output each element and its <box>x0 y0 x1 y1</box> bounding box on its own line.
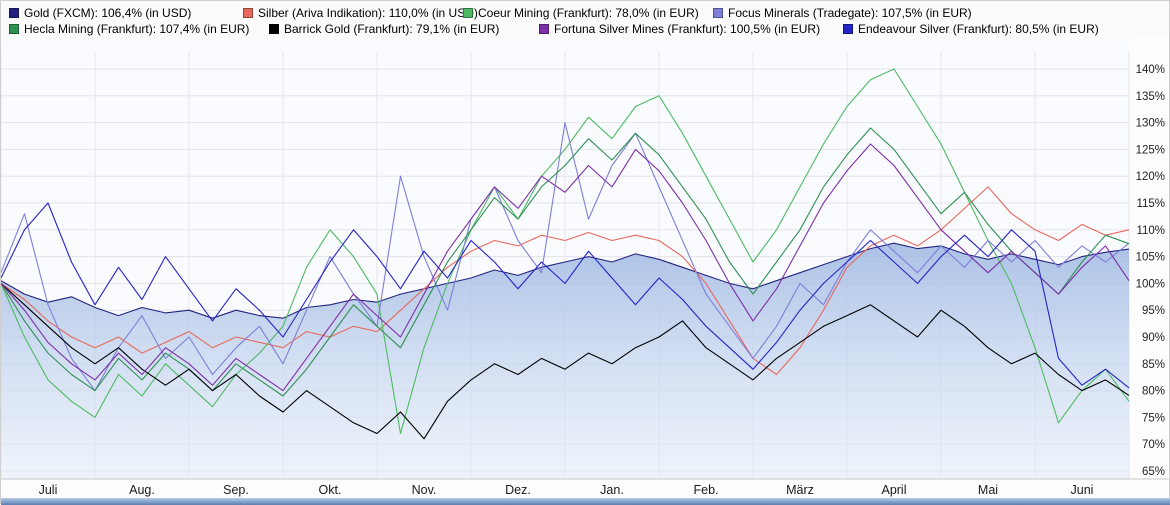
legend-item-silber: Silber (Ariva Indikation): 110,0% (in US… <box>243 5 478 20</box>
svg-text:März: März <box>786 483 814 497</box>
legend-label: Barrick Gold (Frankfurt): 79,1% (in EUR) <box>284 21 500 36</box>
svg-text:Mai: Mai <box>978 483 998 497</box>
legend-item-hecla-mining: Hecla Mining (Frankfurt): 107,4% (in EUR… <box>9 21 250 36</box>
svg-text:120%: 120% <box>1136 171 1165 183</box>
svg-text:Dez.: Dez. <box>505 483 531 497</box>
svg-text:110%: 110% <box>1136 225 1165 237</box>
barrick-series-swatch-icon <box>269 23 279 34</box>
legend-item-barrick-gold: Barrick Gold (Frankfurt): 79,1% (in EUR) <box>269 21 500 36</box>
price-chart-svg[interactable]: Juli Aug. Sep. Okt. Nov. Dez. Jan. Feb. März Apri… <box>1 37 1170 505</box>
focus-series-swatch-icon <box>713 7 723 18</box>
legend-label: Silber (Ariva Indikation): 110,0% (in US… <box>258 5 478 20</box>
silber-series-swatch-icon <box>243 7 253 18</box>
svg-text:105%: 105% <box>1136 252 1165 264</box>
svg-text:135%: 135% <box>1136 91 1165 103</box>
gold-series-swatch-icon <box>9 7 19 18</box>
svg-text:Sep.: Sep. <box>223 483 249 497</box>
fortuna-series-swatch-icon <box>539 23 549 34</box>
legend-label: Endeavour Silver (Frankfurt): 80,5% (in … <box>858 21 1099 36</box>
svg-text:Juli: Juli <box>39 483 58 497</box>
svg-text:125%: 125% <box>1136 144 1165 156</box>
svg-text:80%: 80% <box>1142 386 1165 398</box>
hecla-series-swatch-icon <box>9 23 19 34</box>
series-lines <box>1 68 1130 440</box>
legend-item-coeur-mining: Coeur Mining (Frankfurt): 78,0% (in EUR) <box>463 5 699 20</box>
chart-area[interactable]: Juli Aug. Sep. Okt. Nov. Dez. Jan. Feb. März Apri… <box>1 37 1170 505</box>
svg-text:115%: 115% <box>1136 198 1165 210</box>
svg-text:90%: 90% <box>1142 332 1165 344</box>
legend-item-fortuna-silver: Fortuna Silver Mines (Frankfurt): 100,5%… <box>539 21 821 36</box>
coeur-series-swatch-icon <box>463 7 473 18</box>
legend-item-endeavour-silver: Endeavour Silver (Frankfurt): 80,5% (in … <box>843 21 1099 36</box>
y-axis-labels: 140% 135% 130% 125% 120% 115% 110% 105% 100% 95% 9… <box>1136 64 1165 478</box>
bottom-accent-bar <box>1 498 1170 505</box>
svg-text:April: April <box>881 483 906 497</box>
legend-label: Coeur Mining (Frankfurt): 78,0% (in EUR) <box>478 5 699 20</box>
svg-text:Juni: Juni <box>1071 483 1094 497</box>
chart-legend: Gold (FXCM): 106,4% (in USD) Silber (Ari… <box>1 1 1169 37</box>
series-area-fills <box>1 243 1129 479</box>
svg-text:70%: 70% <box>1142 439 1165 451</box>
x-axis-labels: Juli Aug. Sep. Okt. Nov. Dez. Jan. Feb. März Apri… <box>39 483 1094 497</box>
svg-text:Aug.: Aug. <box>129 483 155 497</box>
svg-text:65%: 65% <box>1142 466 1165 478</box>
legend-item-gold: Gold (FXCM): 106,4% (in USD) <box>9 5 192 20</box>
legend-label: Focus Minerals (Tradegate): 107,5% (in E… <box>728 5 972 20</box>
svg-text:75%: 75% <box>1142 412 1165 424</box>
legend-label: Gold (FXCM): 106,4% (in USD) <box>24 5 192 20</box>
endeavour-series-swatch-icon <box>843 23 853 34</box>
legend-item-focus-minerals: Focus Minerals (Tradegate): 107,5% (in E… <box>713 5 972 20</box>
svg-text:130%: 130% <box>1136 118 1165 130</box>
svg-text:140%: 140% <box>1136 64 1165 76</box>
svg-text:Nov.: Nov. <box>412 483 437 497</box>
svg-text:100%: 100% <box>1136 278 1165 290</box>
svg-text:Feb.: Feb. <box>693 483 718 497</box>
svg-text:Jan.: Jan. <box>600 483 624 497</box>
legend-label: Hecla Mining (Frankfurt): 107,4% (in EUR… <box>24 21 250 36</box>
legend-label: Fortuna Silver Mines (Frankfurt): 100,5%… <box>554 21 821 36</box>
svg-text:Okt.: Okt. <box>319 483 342 497</box>
svg-text:85%: 85% <box>1142 359 1165 371</box>
svg-text:95%: 95% <box>1142 305 1165 317</box>
